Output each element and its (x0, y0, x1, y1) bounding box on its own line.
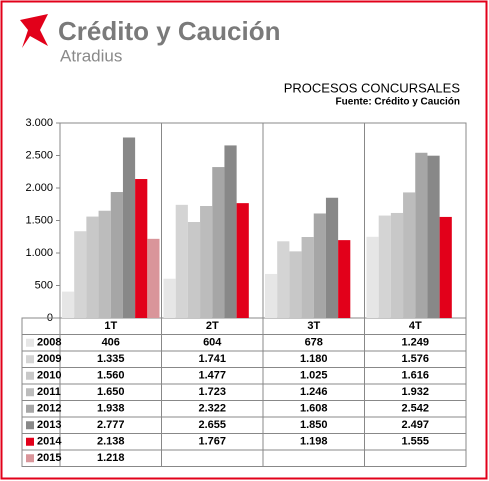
table-value: 1.025 (300, 370, 328, 382)
y-tick-label: 1.000 (25, 247, 53, 259)
bar (200, 206, 213, 318)
table-value: 1.767 (198, 436, 226, 448)
bar (122, 137, 136, 318)
bar (403, 192, 416, 318)
bar (325, 197, 339, 318)
legend-label: 2010 (37, 370, 61, 382)
table-value: 1.938 (97, 403, 125, 415)
table-value: 1.555 (401, 436, 429, 448)
legend-label: 2009 (37, 353, 61, 365)
table-value: 1.477 (198, 370, 226, 382)
legend-label: 2015 (37, 452, 61, 464)
table-value: 2.777 (97, 419, 125, 431)
legend-swatch (26, 355, 34, 364)
bar (98, 210, 111, 318)
table-value: 1.932 (401, 386, 429, 398)
y-tick-label: 2.000 (25, 182, 53, 194)
logo-icon (20, 14, 48, 48)
table-value: 1.741 (198, 353, 226, 365)
bar (366, 236, 379, 318)
bar (415, 152, 428, 318)
y-tick-label: 1.500 (25, 214, 53, 226)
bar (378, 215, 391, 318)
table-value: 1.218 (97, 452, 125, 464)
bar (313, 213, 326, 318)
legend-swatch (26, 371, 34, 380)
table-value: 1.616 (401, 370, 429, 382)
legend-swatch (26, 421, 34, 430)
table-value: 1.850 (300, 419, 328, 431)
y-tick-label: 2.500 (25, 149, 53, 161)
table-value: 2.138 (97, 436, 125, 448)
bar (62, 291, 75, 318)
bar (277, 241, 290, 318)
bar (265, 273, 278, 318)
table-value: 2.497 (401, 419, 429, 431)
legend-swatch (26, 404, 34, 413)
table-value: 2.542 (401, 403, 429, 415)
bar (236, 203, 249, 318)
bar (110, 192, 123, 318)
x-tick-label: 1T (104, 320, 117, 332)
y-tick-label: 500 (35, 279, 53, 291)
bar (338, 240, 351, 318)
legend-label: 2011 (37, 386, 61, 398)
legend-swatch (26, 454, 34, 463)
bar (301, 237, 314, 318)
bar (74, 231, 87, 318)
bar (439, 216, 452, 318)
legend-label: 2012 (37, 403, 61, 415)
x-tick-label: 4T (409, 320, 422, 332)
bar (427, 155, 440, 318)
table-value: 1.560 (97, 370, 125, 382)
logo-name: Crédito y Caución (58, 16, 280, 46)
table-value: 1.249 (401, 337, 429, 349)
logo-tagline: Atradius (60, 46, 122, 65)
y-tick-label: 3.000 (25, 117, 53, 129)
bar (163, 278, 176, 318)
table-value: 1.608 (300, 403, 328, 415)
table-value: 1.723 (198, 386, 226, 398)
table-value: 1.198 (300, 436, 328, 448)
legend-label: 2008 (37, 337, 61, 349)
table-value: 2.655 (198, 419, 226, 431)
x-tick-label: 2T (206, 320, 219, 332)
bar (289, 251, 302, 318)
bar (212, 167, 225, 318)
bar (224, 145, 237, 318)
table-value: 604 (203, 337, 222, 349)
legend-label: 2013 (37, 419, 61, 431)
table-value: 406 (102, 337, 120, 349)
legend-swatch (26, 338, 34, 347)
bar (187, 221, 201, 318)
bar (135, 179, 148, 318)
table-value: 1.650 (97, 386, 125, 398)
chart-title: PROCESOS CONCURSALES (284, 80, 461, 95)
legend-swatch (26, 437, 34, 446)
table-value: 1.180 (300, 353, 328, 365)
table-value: 1.246 (300, 386, 328, 398)
legend-label: 2014 (37, 436, 62, 448)
bar (390, 212, 404, 318)
table-value: 1.335 (97, 353, 125, 365)
table-value: 1.576 (401, 353, 429, 365)
bar (86, 216, 99, 318)
table-value: 2.322 (198, 403, 226, 415)
chart-subtitle: Fuente: Crédito y Caución (336, 97, 460, 108)
table-value: 678 (305, 337, 323, 349)
legend-swatch (26, 388, 34, 397)
bar (147, 238, 160, 318)
x-tick-label: 3T (307, 320, 320, 332)
bar (175, 204, 188, 318)
